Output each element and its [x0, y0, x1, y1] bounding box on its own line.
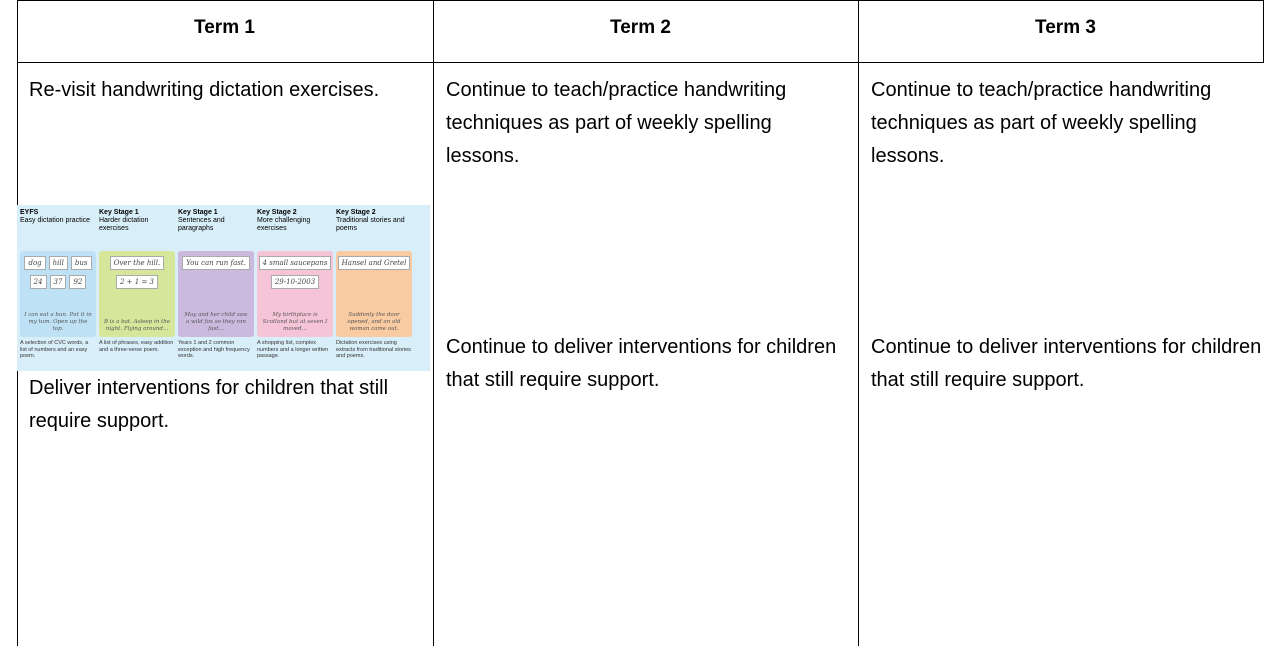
card-poem: My birthplace is Scotland but at seven I… — [262, 312, 328, 332]
card: Key Stage 1 Harder dictation exercises Ove… — [99, 209, 175, 369]
paragraph: Continue to teach/practice handwriting t… — [446, 79, 787, 167]
card-caption: A list of phrases, easy addition and a t… — [99, 340, 174, 353]
column-header: Term 2 — [610, 17, 671, 38]
card: Key Stage 2 More challenging exercises 4 s… — [257, 209, 333, 369]
card: Key Stage 1 Sentences and paragraphs You c… — [178, 209, 254, 369]
paragraph: Continue to deliver interventions for ch… — [871, 336, 1262, 391]
card-caption: Years 1 and 2 common exception and high … — [178, 340, 250, 359]
card-box: 24 — [29, 275, 47, 289]
card-box: 2 + 1 = 3 — [116, 275, 158, 289]
card-poem: Suddenly the door opened, and an old wom… — [347, 312, 401, 332]
card-title: More challenging exercises — [257, 217, 311, 232]
card-box: You can run fast. — [182, 256, 250, 270]
card-title: Easy dictation practice — [20, 217, 91, 224]
box-row: Over the hill. — [99, 256, 175, 270]
box-row: Hansel and Gretel — [336, 256, 412, 270]
dictation-image: EYFS Easy dictation practice dog hill bus 24 3… — [17, 205, 430, 371]
box-row: 24 37 92 — [20, 275, 96, 289]
column-header: Term 1 — [194, 17, 255, 38]
card-box: bus — [70, 256, 92, 270]
card-box: Over the hill. — [109, 256, 165, 270]
card-stage: EYFS — [20, 209, 39, 216]
card-stage: Key Stage 2 — [257, 209, 297, 216]
card-title: Traditional stories and poems — [336, 217, 405, 232]
table-border — [433, 0, 434, 646]
card-title: Sentences and paragraphs — [178, 217, 225, 232]
paragraph: Deliver interventions for children that … — [29, 377, 389, 432]
table-border — [17, 0, 1264, 1]
table-border — [1263, 0, 1264, 63]
card-stage: Key Stage 2 — [336, 209, 376, 216]
box-row: dog hill bus — [20, 256, 96, 270]
card-title: Harder dictation exercises — [99, 217, 149, 232]
card-box: 37 — [49, 275, 67, 289]
card-stage: Key Stage 1 — [99, 209, 139, 216]
card-box: Hansel and Gretel — [337, 256, 411, 270]
box-row: 2 + 1 = 3 — [99, 275, 175, 289]
card-panel: dog hill bus 24 37 92 I can eat a bun. Put it … — [20, 251, 96, 337]
card-panel: You can run fast. May and her child saw a… — [178, 251, 254, 337]
paragraph: Continue to deliver interventions for ch… — [446, 336, 837, 391]
card-box: 4 small saucepans — [258, 256, 332, 270]
box-row: 4 small saucepans — [257, 256, 333, 270]
card-panel: 4 small saucepans 29-10-2003 My birthplace… — [257, 251, 333, 337]
card-poem: I can eat a bun. Put it in my tum. Open … — [24, 312, 92, 332]
card-box: hill — [48, 256, 68, 270]
card-poem: May and her child saw a wild fox so they… — [184, 312, 248, 332]
table-border — [17, 62, 1264, 63]
card-box: 29-10-2003 — [270, 275, 320, 289]
card-caption: A shopping list, complex numbers and a l… — [257, 340, 329, 359]
card-caption: Dictation exercises using extracts from … — [336, 340, 411, 359]
card-poem: B is a bat. Asleep in the night. Flying … — [103, 319, 171, 332]
card-box: dog — [24, 256, 46, 270]
box-row: You can run fast. — [178, 256, 254, 270]
card-panel: Over the hill. 2 + 1 = 3 B is a bat. Aslee… — [99, 251, 175, 337]
paragraph: Re-visit handwriting dictation exercises… — [29, 79, 380, 101]
box-row: 29-10-2003 — [257, 275, 333, 289]
paragraph: Continue to teach/practice handwriting t… — [871, 79, 1212, 167]
card-panel: Hansel and Gretel Suddenly the door opene… — [336, 251, 412, 337]
card-caption: A selection of CVC words, a list of numb… — [20, 340, 89, 359]
card-box: 92 — [69, 275, 87, 289]
card: EYFS Easy dictation practice dog hill bus 24 3… — [20, 209, 96, 369]
column-header: Term 3 — [1035, 17, 1096, 38]
card: Key Stage 2 Traditional stories and poems… — [336, 209, 412, 369]
card-stage: Key Stage 1 — [178, 209, 218, 216]
table-border — [858, 0, 859, 646]
